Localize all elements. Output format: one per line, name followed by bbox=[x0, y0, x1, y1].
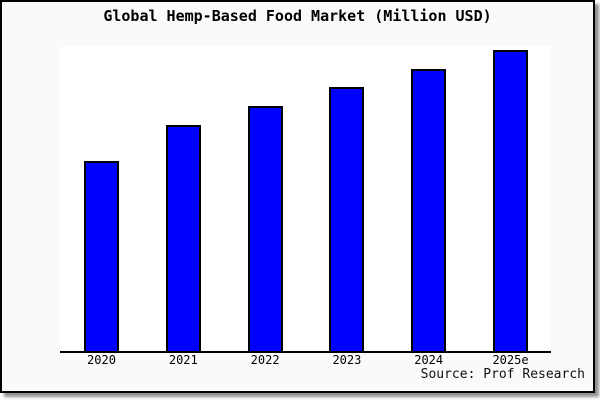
chart-frame: Global Hemp-Based Food Market (Million U… bbox=[0, 0, 595, 393]
x-tick-label-2022: 2022 bbox=[250, 353, 280, 367]
x-tick-label-2020: 2020 bbox=[87, 353, 116, 367]
bar-2021 bbox=[165, 125, 201, 351]
chart-title: Global Hemp-Based Food Market (Million U… bbox=[103, 7, 492, 25]
source-credit: Source: Prof Research bbox=[420, 367, 585, 382]
bar-2024 bbox=[411, 68, 447, 351]
x-tick-label-2021: 2021 bbox=[168, 353, 198, 367]
bar-2025e bbox=[493, 49, 528, 351]
bar-2023 bbox=[329, 86, 365, 351]
bar-2020 bbox=[84, 161, 119, 351]
x-tick-label-2024: 2024 bbox=[414, 353, 444, 367]
x-tick-label-2023: 2023 bbox=[332, 353, 362, 367]
bar-2022 bbox=[247, 106, 283, 351]
plot-area bbox=[60, 46, 551, 353]
x-tick-label-2025e: 2025e bbox=[492, 353, 529, 367]
